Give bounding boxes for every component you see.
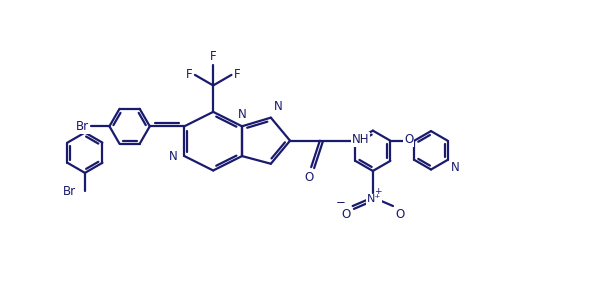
Text: NH: NH [352, 133, 370, 146]
Text: N: N [450, 161, 459, 174]
Text: O: O [342, 208, 351, 221]
Text: N: N [169, 150, 178, 163]
Text: N: N [237, 107, 246, 120]
Text: F: F [186, 68, 192, 81]
Text: +: + [374, 187, 381, 196]
Text: O: O [304, 171, 313, 184]
Text: N⁺: N⁺ [367, 194, 381, 205]
Text: F: F [234, 68, 240, 81]
Text: Br: Br [63, 185, 76, 198]
Text: N: N [274, 100, 282, 113]
Text: O: O [404, 133, 413, 146]
Text: −: − [336, 196, 345, 209]
Text: O: O [395, 208, 404, 221]
Text: Br: Br [76, 120, 89, 133]
Text: F: F [210, 50, 217, 63]
